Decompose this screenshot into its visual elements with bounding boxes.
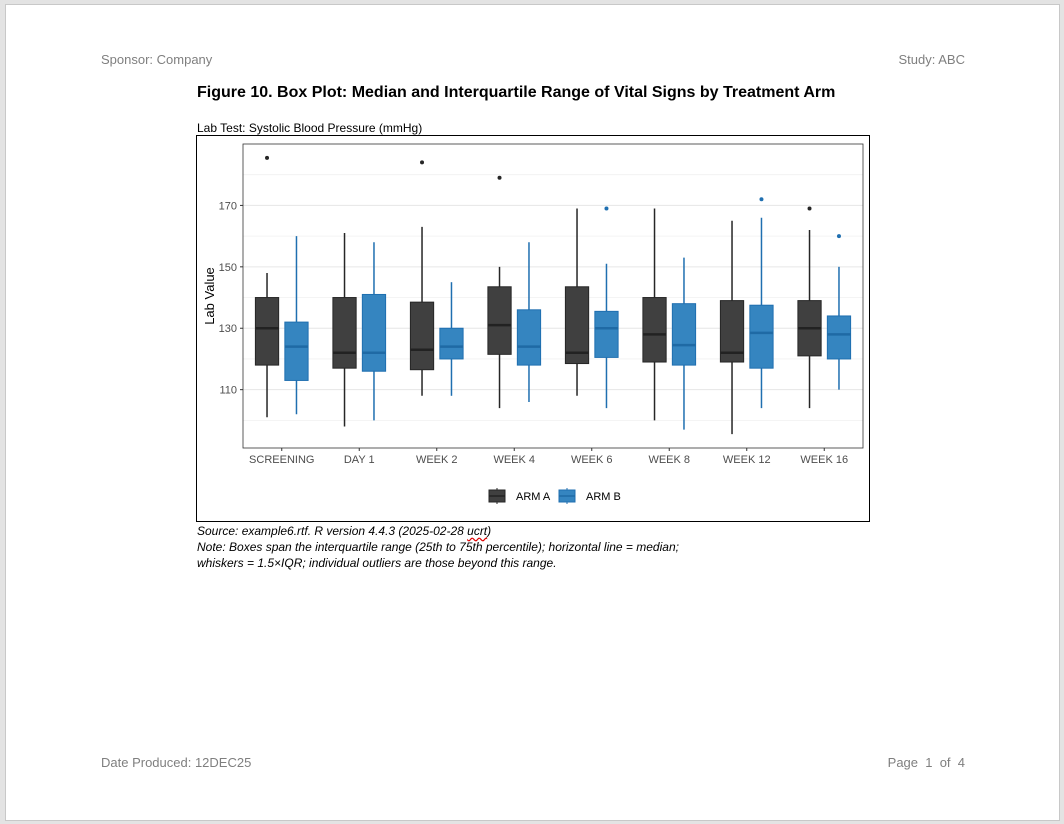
outlier-point (265, 155, 270, 160)
outlier-point (420, 160, 425, 165)
y-axis-label: Lab Value (202, 267, 217, 325)
box-arm-b (671, 257, 697, 430)
source-suffix: ) (487, 524, 492, 538)
plot-panel (243, 144, 863, 448)
x-tick-label: WEEK 2 (416, 454, 458, 466)
iqr-box (719, 300, 745, 363)
study-label: Study: ABC (898, 52, 965, 67)
x-tick-label: DAY 1 (344, 454, 375, 466)
iqr-box (642, 297, 667, 363)
iqr-box (487, 286, 512, 355)
box-arm-b (749, 197, 774, 409)
iqr-box (361, 293, 387, 372)
x-tick-label: WEEK 16 (800, 454, 848, 466)
box-arm-b (516, 242, 542, 402)
outlier-point (759, 197, 764, 202)
y-tick-label: 170 (219, 200, 237, 212)
outlier-point (604, 206, 609, 211)
box-arm-a (564, 208, 590, 396)
panel-border (242, 143, 864, 449)
iqr-box (439, 327, 464, 360)
iqr-box (409, 301, 435, 371)
box-arm-b (594, 206, 619, 409)
source-text: Source: example6.rtf. R version 4.4.3 (2… (197, 524, 468, 538)
iqr-box (516, 309, 542, 366)
box-arm-a (642, 208, 667, 421)
x-tick-label: WEEK 8 (648, 454, 690, 466)
outlier-point (836, 234, 841, 239)
figure-subtitle: Lab Test: Systolic Blood Pressure (mmHg) (197, 121, 423, 135)
box-arm-a (409, 160, 435, 396)
box-arm-b (361, 242, 387, 421)
legend-label: ARM A (516, 491, 551, 503)
page-number: Page 1 of 4 (887, 755, 965, 770)
iqr-box (254, 297, 280, 366)
outlier-point (497, 175, 502, 180)
box-plot: 110 130 150 170 SCREENING DAY 1 WEEK 2 WEEK 4 WE… (202, 143, 864, 504)
outlier-point (807, 206, 812, 211)
sponsor-label: Sponsor: Company (101, 52, 213, 67)
box-arm-b (439, 282, 464, 396)
chart-frame: 110 130 150 170 SCREENING DAY 1 WEEK 2 WEEK 4 WE… (196, 135, 870, 522)
box-arm-b (826, 234, 852, 390)
box-arm-a (797, 206, 822, 409)
x-tick-label: WEEK 6 (571, 454, 613, 466)
box-arm-a (487, 175, 512, 409)
iqr-box (332, 297, 357, 369)
figure-notes: Source: example6.rtf. R version 4.4.3 (2… (197, 523, 679, 571)
iqr-box (749, 304, 774, 369)
box-arm-a (332, 233, 357, 427)
y-tick-label: 150 (219, 262, 237, 274)
x-tick-label: WEEK 12 (723, 454, 771, 466)
iqr-box (671, 303, 697, 366)
x-tick-label: WEEK 4 (493, 454, 535, 466)
note-line-2: whiskers = 1.5×IQR; individual outliers … (197, 556, 557, 570)
date-produced: Date Produced: 12DEC25 (101, 755, 252, 770)
y-tick-label: 110 (219, 385, 237, 397)
x-tick-label: SCREENING (249, 454, 314, 466)
iqr-box (826, 315, 852, 360)
note-line-1: Note: Boxes span the interquartile range… (197, 540, 679, 554)
source-note: Source: example6.rtf. R version 4.4.3 (2… (197, 523, 679, 539)
source-ucrt: ucrt (467, 524, 488, 538)
box-arm-a (254, 155, 280, 418)
iqr-box (564, 286, 590, 365)
box-arm-b (284, 236, 309, 415)
iqr-box (594, 310, 619, 358)
y-tick-label: 130 (219, 323, 237, 335)
figure-title: Figure 10. Box Plot: Median and Interqua… (197, 84, 836, 101)
legend-label: ARM B (586, 491, 621, 503)
iqr-box (284, 321, 309, 381)
box-arm-a (719, 220, 745, 435)
